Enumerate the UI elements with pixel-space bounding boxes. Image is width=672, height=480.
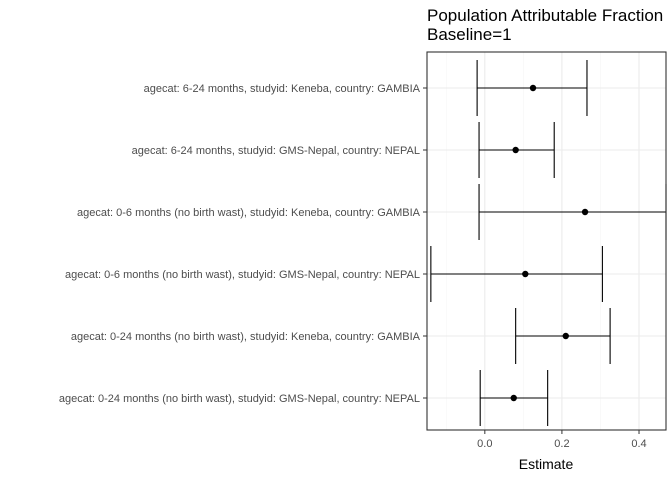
x-tick-label: 0.0 <box>477 438 492 450</box>
chart-title-line-1: Population Attributable Fraction <box>427 6 663 25</box>
estimate-point <box>529 84 537 92</box>
y-tick-label: agecat: 6-24 months, studyid: GMS-Nepal,… <box>132 145 420 157</box>
y-tick-label: agecat: 0-24 months (no birth wast), stu… <box>59 393 420 405</box>
panel-background <box>427 52 666 430</box>
y-tick-label: agecat: 0-6 months (no birth wast), stud… <box>77 207 421 219</box>
y-tick-label: agecat: 6-24 months, studyid: Keneba, co… <box>144 83 421 95</box>
panel-border <box>426 51 667 431</box>
estimate-point <box>510 394 517 402</box>
estimate-point <box>562 332 569 340</box>
y-tick-label: agecat: 0-6 months (no birth wast), stud… <box>65 269 420 281</box>
y-tick-label: agecat: 0-24 months (no birth wast), stu… <box>71 331 421 343</box>
plot-panel <box>426 51 667 431</box>
x-tick-label: 0.4 <box>631 438 646 450</box>
x-axis-title: Estimate <box>519 456 574 472</box>
estimate-point <box>522 270 529 278</box>
estimate-point <box>512 146 519 154</box>
x-tick-label: 0.2 <box>554 438 569 450</box>
estimate-point <box>581 208 589 216</box>
chart-title-line-2: Baseline=1 <box>427 25 512 44</box>
